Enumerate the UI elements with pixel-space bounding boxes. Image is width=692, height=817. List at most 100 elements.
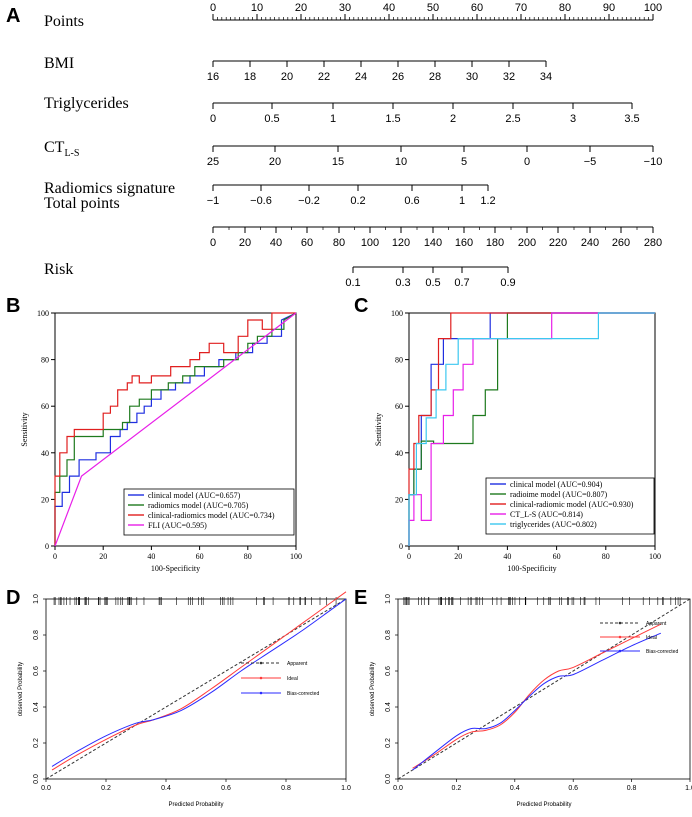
x-axis-label: Predicted Probability: [168, 802, 223, 808]
nomogram-row: BMI 16 18 20 22 24 26 28 30 32 34: [44, 55, 552, 83]
nomogram-tick-label: 20: [295, 2, 307, 14]
nomogram-row-label: Triglycerides: [44, 95, 129, 112]
nomogram-tick-label: 30: [339, 2, 351, 14]
nomogram-tick-label: 25: [207, 156, 219, 168]
nomogram-tick-label: 120: [392, 237, 410, 249]
nomogram-tick-label: 180: [486, 237, 504, 249]
nomogram-tick-label: 0.3: [395, 277, 410, 289]
nomogram-tick-label: −0.2: [298, 195, 320, 207]
panel-label-c: C: [354, 295, 368, 317]
y-axis-label: Sentitivity: [374, 413, 383, 446]
nomogram-tick-label: 3.5: [624, 113, 639, 125]
nomogram-tick-label: 3: [570, 113, 576, 125]
plot-frame: [45, 598, 347, 780]
nomogram-tick-label: 20: [239, 237, 251, 249]
nomogram-tick-label: −10: [644, 156, 663, 168]
y-tick-label: 1.0: [33, 594, 40, 604]
nomogram-tick-label: 20: [269, 156, 281, 168]
x-axis-label: Predicted Probability: [516, 802, 571, 808]
y-tick-label: 20: [41, 495, 49, 504]
calibration-chart-e: 0.0 0.2 0.4 0.6 0.8 1.0 0.0 0.2 0.4 0.6 0.8 1.0 Pred…: [370, 594, 692, 808]
x-tick-label: 40: [503, 552, 511, 561]
nomogram-row: Total points 0 20 40 60 80 100 120 140 160 180 200 2…: [44, 195, 662, 249]
nomogram-tick-label: 15: [332, 156, 344, 168]
x-tick-label: 1.0: [685, 785, 692, 792]
nomogram-tick-label: 0: [210, 237, 216, 249]
legend-marker: [259, 691, 263, 695]
y-tick-label: 0.8: [33, 630, 40, 640]
legend-entry: clinical model (AUC=0.657): [148, 491, 241, 500]
legend: Apparent Ideal Bias-corrected: [241, 661, 319, 697]
nomogram-tick-label: 10: [251, 2, 263, 14]
nomogram-tick-label: 10: [395, 156, 407, 168]
nomogram-tick-label: 0.9: [500, 277, 515, 289]
nomogram-tick-label: 20: [281, 71, 293, 83]
x-tick-label: 60: [553, 552, 561, 561]
calibration-line-0: [45, 598, 347, 780]
legend-box: [485, 477, 655, 535]
x-tick-label: 1.0: [341, 785, 351, 792]
roc-curve-2: [54, 312, 296, 546]
x-tick-label: 0.6: [221, 785, 231, 792]
legend-entry: triglycerides (AUC=0.802): [510, 520, 597, 529]
y-tick-label: 0.6: [33, 666, 40, 676]
nomogram-tick-label: 280: [644, 237, 662, 249]
nomogram-tick-label: 26: [392, 71, 404, 83]
nomogram-tick-label: 0.5: [264, 113, 279, 125]
nomogram-tick-label: 0.1: [345, 277, 360, 289]
legend-entry: Apparent: [287, 661, 308, 667]
legend-entry: Apparent: [646, 621, 667, 627]
legend-entry: clinical-radiomics model (AUC=0.734): [148, 511, 275, 520]
nomogram-row: CTL-S 25 20 15 10 5 0 −5 −10: [44, 139, 662, 168]
y-tick-label: 0.0: [33, 774, 40, 784]
x-tick-label: 0.2: [101, 785, 111, 792]
y-tick-label: 1.0: [385, 594, 392, 604]
nomogram-tick-label: 18: [244, 71, 256, 83]
nomogram-tick-label: 34: [540, 71, 552, 83]
nomogram-tick-label: −5: [584, 156, 597, 168]
nomogram-row: Triglycerides 0 0.5 1 1.5 2 2.5 3 3.5: [44, 95, 640, 125]
nomogram-tick-label: 28: [429, 71, 441, 83]
nomogram-tick-label: 220: [549, 237, 567, 249]
legend-entry: Bias-corrected: [646, 649, 678, 655]
legend-entry: clinical-radiomic model (AUC=0.930): [510, 500, 634, 509]
nomogram-tick-label: 60: [301, 237, 313, 249]
y-tick-label: 0.2: [385, 738, 392, 748]
nomogram-row: Radiomics signature −1 −0.6 −0.2 0.2 0.6 1 1.2: [44, 180, 496, 207]
x-tick-label: 0.8: [281, 785, 291, 792]
nomogram-tick-label: 0: [210, 2, 216, 14]
x-tick-label: 100: [290, 552, 302, 561]
y-tick-label: 0.8: [385, 630, 392, 640]
nomogram-row-label: Radiomics signature: [44, 180, 175, 197]
roc-curve-3: [54, 312, 297, 547]
nomogram-tick-label: 1.2: [480, 195, 495, 207]
y-tick-label: 40: [41, 449, 49, 458]
nomogram-tick-label: 1.5: [385, 113, 400, 125]
x-tick-label: 40: [147, 552, 155, 561]
nomogram-row-sublabel: L-S: [64, 148, 79, 159]
nomogram-row: Points 0 10 20 30 40 50 60 70 80 90 100: [44, 2, 662, 30]
nomogram-tick-label: 2.5: [505, 113, 520, 125]
x-tick-label: 0.0: [393, 785, 403, 792]
nomogram-tick-label: 16: [207, 71, 219, 83]
y-tick-label: 0.4: [385, 702, 392, 712]
legend-entry: CT_L-S (AUC=0.814): [510, 510, 583, 519]
nomogram-tick-label: 0: [524, 156, 530, 168]
panel-label-b: B: [6, 295, 20, 317]
nomogram-tick-label: 32: [503, 71, 515, 83]
y-tick-label: 0.2: [33, 738, 40, 748]
nomogram-tick-label: 1: [330, 113, 336, 125]
nomogram-tick-label: 160: [455, 237, 473, 249]
y-tick-label: 40: [395, 449, 403, 458]
y-tick-label: 0.0: [385, 774, 392, 784]
roc-curve-1: [54, 312, 297, 546]
nomogram-tick-label: 80: [333, 237, 345, 249]
calibration-line-0: [397, 598, 691, 780]
legend-box: [123, 488, 295, 536]
nomogram-tick-label: 1: [459, 195, 465, 207]
nomogram-tick-label: −0.6: [250, 195, 272, 207]
y-tick-label: 60: [41, 402, 49, 411]
y-tick-label: 0.4: [33, 702, 40, 712]
nomogram-row-label: CTL-S: [44, 139, 79, 159]
